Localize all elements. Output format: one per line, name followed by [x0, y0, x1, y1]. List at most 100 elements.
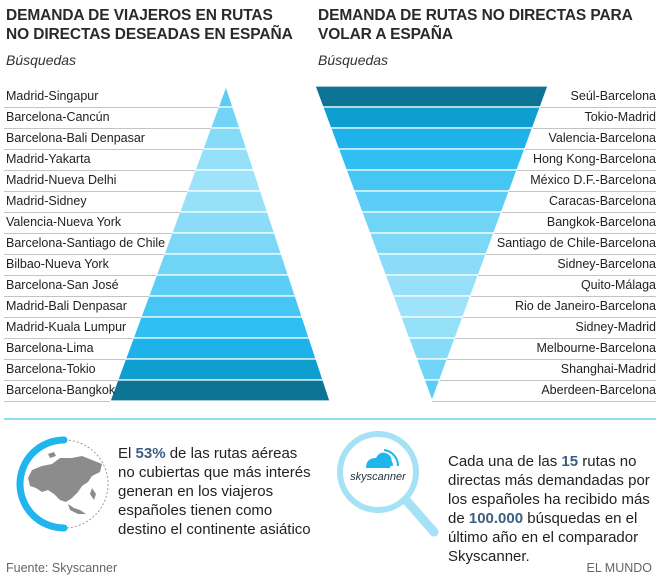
asia-map-icon: [16, 436, 109, 532]
left-pyramid-segment: [209, 106, 241, 129]
route-label: Barcelona-Tokio: [6, 362, 96, 376]
route-label: Quito-Málaga: [580, 278, 656, 292]
route-label: México D.F.-Barcelona: [530, 173, 656, 187]
left-chart-title: DEMANDA DE VIAJEROS EN RUTAS NO DIRECTAS…: [6, 6, 293, 44]
row-divider: [462, 317, 656, 318]
left-pyramid: [109, 84, 331, 402]
route-label: Valencia-Barcelona: [548, 131, 656, 145]
row-divider: [509, 191, 656, 192]
row-divider: [4, 380, 118, 381]
route-label: Rio de Janeiro-Barcelona: [514, 299, 656, 313]
row-divider: [4, 191, 188, 192]
row-divider: [4, 401, 110, 402]
right-funnel-segment: [337, 148, 526, 171]
section-divider: [4, 418, 656, 420]
route-label: Madrid-Yakarta: [6, 152, 91, 166]
searches-count-highlight: 100.000: [468, 510, 524, 527]
route-label: Shanghai-Madrid: [560, 362, 656, 376]
route-label: Madrid-Sidney: [6, 194, 87, 208]
row-divider: [517, 170, 656, 171]
route-label: Madrid-Kuala Lumpur: [6, 320, 127, 334]
right-funnel-segment: [353, 190, 511, 213]
left-pyramid-segment: [132, 316, 311, 339]
right-funnel-segment: [321, 106, 542, 129]
right-funnel-segment: [407, 337, 457, 360]
left-pyramid-segment: [147, 274, 297, 297]
route-label: Barcelona-San José: [6, 278, 119, 292]
row-divider: [4, 128, 211, 129]
percent-highlight: 53%: [135, 445, 166, 462]
right-funnel-segment: [329, 127, 534, 150]
left-pyramid-segment: [116, 358, 324, 381]
route-label: Santiago de Chile-Barcelona: [496, 236, 656, 250]
row-divider: [4, 212, 180, 213]
skyscanner-logo-text: skyscanner: [350, 471, 407, 483]
right-funnel-segment: [314, 85, 549, 108]
route-label: Caracas-Barcelona: [549, 194, 656, 208]
left-title-line2: NO DIRECTAS DESEADAS EN ESPAÑA: [6, 26, 293, 43]
left-pyramid-segment: [109, 379, 331, 402]
route-label: Barcelona-Lima: [6, 341, 94, 355]
row-divider: [532, 128, 656, 129]
route-label: Barcelona-Cancún: [6, 110, 110, 124]
left-pyramid-segment: [201, 127, 248, 150]
row-divider: [470, 296, 656, 297]
left-pyramid-segment: [124, 337, 317, 360]
right-funnel-segment: [392, 295, 472, 318]
route-label: Sidney-Madrid: [575, 320, 656, 334]
right-funnel-segment: [415, 358, 449, 381]
right-funnel: [314, 85, 549, 403]
routes-count-highlight: 15: [561, 453, 579, 470]
route-label: Sidney-Barcelona: [557, 257, 656, 271]
row-divider: [486, 254, 656, 255]
left-pyramid-segment: [140, 295, 304, 318]
route-label: Barcelona-Santiago de Chile: [6, 236, 166, 250]
row-divider: [455, 338, 656, 339]
right-title-line2: VOLAR A ESPAÑA: [318, 26, 453, 43]
route-label: Melbourne-Barcelona: [536, 341, 656, 355]
route-label: Barcelona-Bangkok: [6, 383, 116, 397]
row-divider: [524, 149, 656, 150]
left-pyramid-segment: [155, 253, 290, 276]
right-title-line1: DEMANDA DE RUTAS NO DIRECTAS PARA: [318, 7, 633, 24]
row-divider: [4, 170, 196, 171]
row-divider: [432, 401, 656, 402]
skyscanner-note: Cada una de las 15 rutas no directas más…: [448, 453, 650, 565]
row-divider: [4, 296, 149, 297]
route-label: Barcelona-Bali Denpasar: [6, 131, 145, 145]
row-divider: [493, 233, 656, 234]
right-funnel-segment: [345, 169, 518, 192]
right-subtitle: Búsquedas: [318, 52, 389, 68]
route-label: Madrid-Nueva Delhi: [6, 173, 117, 187]
left-pyramid-segment: [217, 84, 234, 108]
row-divider: [4, 107, 219, 108]
row-divider: [4, 233, 172, 234]
charts-svg: [109, 84, 549, 403]
magnifier-skyscanner-icon: skyscanner: [337, 431, 439, 537]
row-divider: [4, 338, 134, 339]
route-label: Valencia-Nueva York: [6, 215, 122, 229]
row-divider: [501, 212, 656, 213]
row-divider: [439, 380, 656, 381]
route-label: Aberdeen-Barcelona: [541, 383, 656, 397]
right-funnel-segment: [368, 232, 495, 255]
route-label: Madrid-Singapur: [6, 89, 99, 103]
row-divider: [4, 149, 203, 150]
right-funnel-segment: [423, 379, 441, 403]
left-pyramid-segment: [194, 148, 255, 171]
brand-credit: EL MUNDO: [586, 561, 652, 575]
route-label: Tokio-Madrid: [584, 110, 656, 124]
right-funnel-segment: [384, 274, 480, 297]
source-credit: Fuente: Skyscanner: [6, 561, 118, 575]
left-pyramid-segment: [171, 211, 276, 234]
left-pyramid-segment: [163, 232, 283, 255]
left-pyramid-segment: [186, 169, 262, 192]
right-chart-title: DEMANDA DE RUTAS NO DIRECTAS PARA VOLAR …: [318, 6, 633, 44]
route-label: Seúl-Barcelona: [570, 89, 656, 103]
left-subtitle: Búsquedas: [6, 52, 77, 68]
row-divider: [4, 359, 126, 360]
row-divider: [4, 254, 165, 255]
right-funnel-segment: [360, 211, 503, 234]
left-pyramid-segment: [178, 190, 269, 213]
row-divider: [447, 359, 656, 360]
